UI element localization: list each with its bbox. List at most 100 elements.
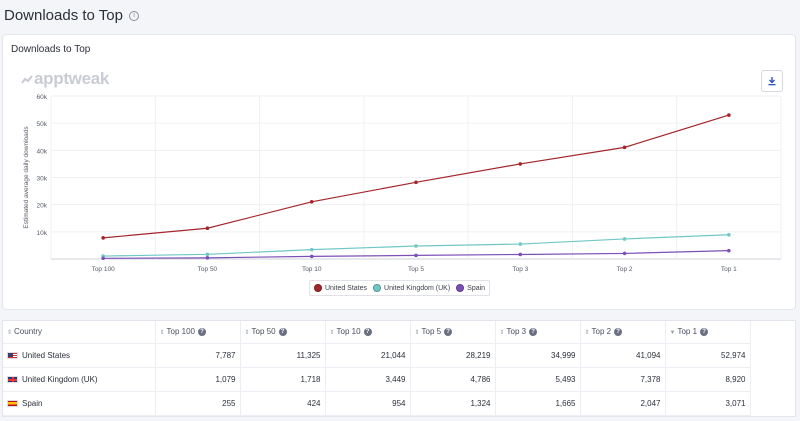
brand-logo: apptweak bbox=[21, 69, 109, 89]
sort-icon: ⇕ bbox=[499, 330, 505, 337]
table-cell: 1,665 bbox=[495, 391, 581, 416]
legend-item[interactable]: United States bbox=[314, 284, 367, 292]
legend-item[interactable]: United Kingdom (UK) bbox=[373, 284, 450, 292]
legend-swatch bbox=[456, 284, 465, 292]
y-tick-label: 60k bbox=[37, 94, 48, 101]
table-cell: 4,786 bbox=[410, 367, 496, 392]
y-tick-label: 30k bbox=[37, 176, 48, 183]
table-cell: 8,920 bbox=[665, 367, 751, 392]
line-chart: 10k 20k 30k 40k 50k 60k Top 100 Top 50 Top 10 Top… bbox=[23, 94, 782, 273]
data-point bbox=[309, 247, 314, 252]
legend-label: United States bbox=[325, 284, 368, 292]
download-icon bbox=[768, 77, 776, 86]
data-point bbox=[518, 242, 523, 246]
country-name: United States bbox=[22, 350, 71, 360]
table-cell: 11,325 bbox=[240, 343, 326, 368]
column-header[interactable]: ▼ Top 1? bbox=[665, 321, 751, 344]
help-icon[interactable]: ? bbox=[278, 328, 287, 337]
help-icon[interactable]: ? bbox=[700, 328, 709, 337]
x-tick-label: Top 2 bbox=[617, 266, 633, 273]
series-line-0 bbox=[103, 114, 730, 239]
column-header-label: Top 3 bbox=[506, 327, 527, 337]
data-point bbox=[518, 252, 523, 257]
column-header-label: Country bbox=[14, 327, 43, 337]
table-cell: 424 bbox=[240, 391, 326, 416]
help-icon[interactable]: ? bbox=[614, 328, 623, 337]
legend-swatch bbox=[373, 284, 382, 292]
data-point bbox=[727, 113, 731, 117]
column-header-country[interactable]: ⇕ Country bbox=[3, 321, 156, 344]
data-point bbox=[205, 252, 210, 257]
table-cell: 28,219 bbox=[410, 343, 496, 368]
help-icon[interactable]: ? bbox=[529, 328, 538, 337]
help-icon[interactable]: ? bbox=[444, 328, 453, 337]
chart-legend: United States United Kingdom (UK) Spain bbox=[309, 280, 491, 296]
country-cell: United Kingdom (UK) bbox=[3, 367, 156, 392]
table-row: United Kingdom (UK) 1,079 1,718 3,449 4,786 5… bbox=[3, 367, 751, 392]
column-header-label: Top 10 bbox=[336, 327, 361, 337]
column-header[interactable]: ⇕ Top 3? bbox=[495, 321, 581, 344]
x-tick-label: Top 100 bbox=[92, 266, 116, 273]
country-name: United Kingdom (UK) bbox=[22, 374, 98, 384]
legend-item[interactable]: Spain bbox=[456, 284, 485, 292]
table-cell: 255 bbox=[155, 391, 241, 416]
column-header[interactable]: ⇕ Top 100? bbox=[155, 321, 241, 344]
column-header-label: Top 5 bbox=[421, 327, 442, 337]
data-point bbox=[622, 251, 627, 256]
table-cell: 7,787 bbox=[155, 343, 241, 368]
column-header[interactable]: ⇕ Top 2? bbox=[580, 321, 666, 344]
table-cell: 5,493 bbox=[495, 367, 581, 392]
country-cell: Spain bbox=[3, 391, 156, 416]
flag-icon bbox=[7, 351, 18, 359]
info-icon[interactable]: i bbox=[128, 10, 139, 21]
data-point bbox=[414, 244, 418, 248]
x-tick-label: Top 3 bbox=[512, 266, 528, 273]
data-point bbox=[205, 226, 210, 231]
table-cell: 21,044 bbox=[325, 343, 411, 368]
country-name: Spain bbox=[22, 398, 43, 408]
country-cell: United States bbox=[3, 343, 156, 368]
data-point bbox=[727, 232, 731, 237]
table-row: United States 7,787 11,325 21,044 28,219 34,9… bbox=[3, 343, 751, 368]
table-cell: 2,047 bbox=[580, 391, 666, 416]
column-header[interactable]: ⇕ Top 5? bbox=[410, 321, 496, 344]
data-table-card: ⇕ Country ⇕ Top 100? ⇕ Top 50? ⇕ Top 10? ⇕ Top 5?… bbox=[2, 320, 796, 417]
data-point bbox=[622, 237, 627, 241]
x-tick-label: Top 10 bbox=[302, 266, 322, 273]
x-tick-label: Top 50 bbox=[198, 266, 218, 273]
card-title: Downloads to Top bbox=[11, 44, 91, 55]
sort-icon: ⇕ bbox=[329, 330, 335, 337]
column-header[interactable]: ⇕ Top 10? bbox=[325, 321, 411, 344]
column-header-label: Top 1 bbox=[677, 327, 698, 337]
data-point bbox=[205, 256, 210, 260]
brand-text: apptweak bbox=[34, 69, 110, 88]
x-tick-label: Top 1 bbox=[721, 266, 737, 273]
table-row: Spain 255 424 954 1,324 1,665 2,047 3,071 bbox=[3, 391, 751, 416]
table-cell: 3,071 bbox=[665, 391, 751, 416]
download-button[interactable] bbox=[761, 70, 783, 92]
data-point bbox=[727, 248, 731, 253]
data-point bbox=[309, 254, 314, 259]
column-header[interactable]: ⇕ Top 50? bbox=[240, 321, 326, 344]
table-cell: 3,449 bbox=[325, 367, 411, 392]
data-point bbox=[101, 236, 105, 240]
page-header: Downloads to Top i bbox=[0, 0, 800, 30]
y-tick-label: 20k bbox=[37, 203, 48, 210]
x-tick-label: Top 5 bbox=[408, 266, 424, 273]
legend-swatch bbox=[314, 284, 322, 292]
legend-label: Spain bbox=[467, 284, 486, 292]
help-icon[interactable]: ? bbox=[198, 328, 206, 337]
flag-icon bbox=[7, 375, 18, 383]
page-title: Downloads to Top bbox=[4, 6, 123, 24]
sort-icon: ⇕ bbox=[7, 330, 13, 337]
table-cell: 1,079 bbox=[155, 367, 241, 392]
data-point bbox=[518, 162, 523, 166]
sort-icon: ⇕ bbox=[244, 330, 250, 337]
table-cell: 1,718 bbox=[240, 367, 326, 392]
column-header-label: Top 50 bbox=[251, 327, 276, 337]
y-axis-label: Estimated average daily downloads bbox=[23, 126, 30, 229]
y-tick-label: 10k bbox=[37, 230, 48, 237]
y-tick-label: 50k bbox=[37, 121, 48, 128]
help-icon[interactable]: ? bbox=[363, 328, 372, 337]
sort-icon: ⇕ bbox=[414, 330, 420, 337]
